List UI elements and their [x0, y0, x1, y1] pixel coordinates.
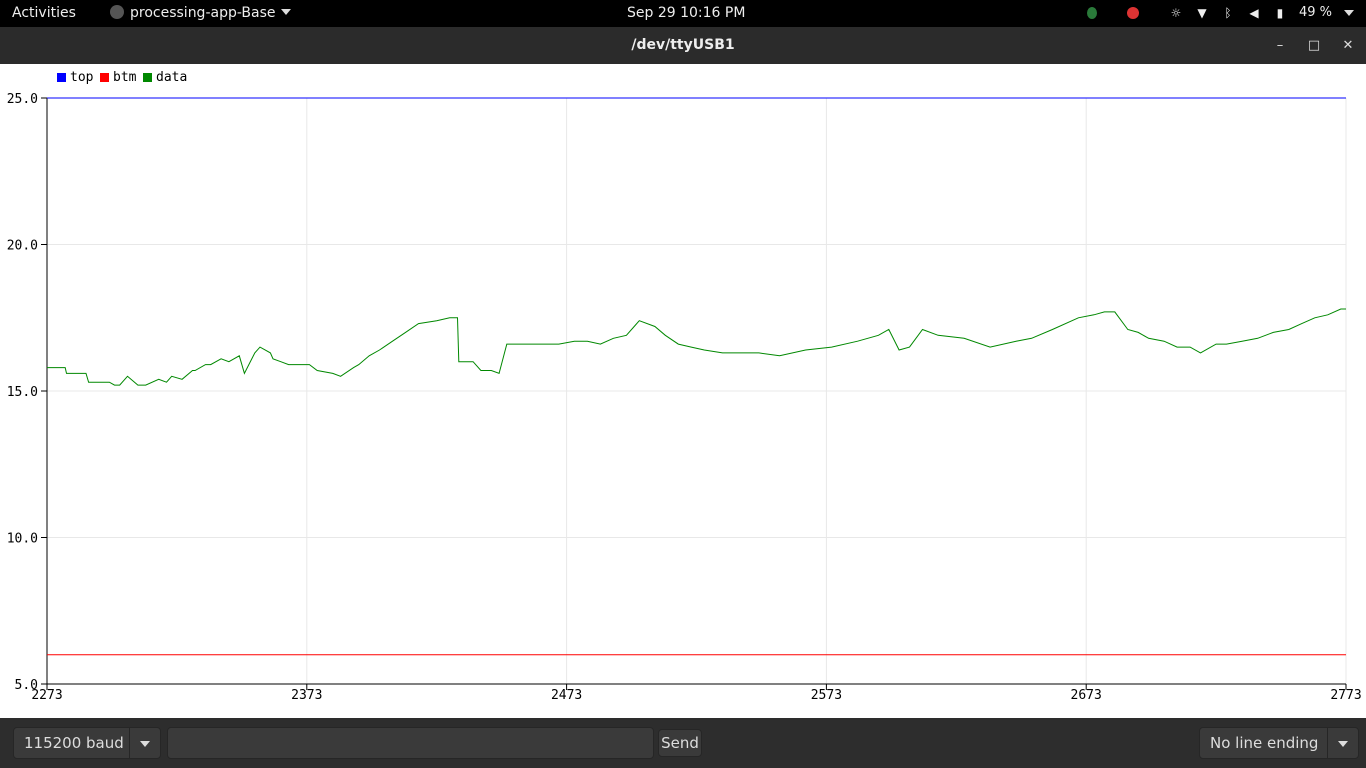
- x-tick-label: 2773: [1330, 688, 1361, 703]
- x-tick-label: 2573: [811, 688, 842, 703]
- maximize-icon[interactable]: □: [1307, 38, 1321, 53]
- chevron-down-icon: [140, 741, 150, 747]
- baud-value: 115200 baud: [24, 734, 124, 752]
- battery-icon[interactable]: ▮: [1276, 5, 1284, 20]
- series-line-data: [47, 308, 1346, 386]
- x-tick-label: 2373: [291, 688, 322, 703]
- serial-plotter: 2273 2373 2473 2573 2673 2773 25.0 20.0 15.0 10.0…: [0, 64, 1366, 718]
- status-app-icon[interactable]: [1086, 6, 1097, 19]
- legend-swatch-btm: [100, 73, 109, 82]
- wifi-icon[interactable]: ▼: [1197, 5, 1207, 20]
- minimize-icon[interactable]: –: [1276, 38, 1284, 53]
- chevron-down-icon[interactable]: [1344, 9, 1354, 16]
- clock[interactable]: Sep 29 10:16 PM: [627, 5, 746, 21]
- chevron-down-icon: [280, 9, 291, 15]
- bluetooth-icon[interactable]: ᛒ: [1224, 5, 1232, 20]
- line-ending-select[interactable]: No line ending: [1199, 727, 1359, 759]
- battery-percent: 49 %: [1298, 5, 1332, 20]
- system-tray[interactable]: ☼ ▼ ᛒ ◀ ▮ 49 %: [1086, 5, 1354, 20]
- window-title: /dev/ttyUSB1: [631, 37, 735, 53]
- y-tick-label: 5.0: [15, 678, 38, 693]
- select-divider: [1327, 728, 1328, 758]
- volume-icon[interactable]: ◀: [1249, 5, 1259, 20]
- legend-swatch-top: [57, 73, 66, 82]
- legend-label-btm: btm: [113, 70, 137, 85]
- activities-button[interactable]: Activities: [12, 5, 76, 21]
- line-ending-value: No line ending: [1210, 734, 1319, 752]
- legend-swatch-data: [143, 73, 152, 82]
- legend-label-data: data: [156, 70, 187, 85]
- app-menu[interactable]: processing-app-Base: [110, 5, 291, 21]
- system-topbar: Activities processing-app-Base Sep 29 10…: [0, 0, 1366, 27]
- baud-select[interactable]: 115200 baud: [13, 727, 161, 759]
- app-name: processing-app-Base: [130, 5, 276, 21]
- plotter-controls: 115200 baud Send No line ending: [0, 718, 1366, 768]
- close-icon[interactable]: ✕: [1342, 38, 1354, 53]
- send-button[interactable]: Send: [658, 729, 702, 757]
- chrome-icon[interactable]: [1126, 6, 1139, 19]
- legend-label-top: top: [70, 70, 94, 85]
- message-input[interactable]: [167, 727, 654, 759]
- app-icon: [110, 5, 124, 19]
- y-tick-label: 25.0: [7, 92, 38, 107]
- x-tick-label: 2273: [31, 688, 62, 703]
- y-tick-label: 10.0: [7, 532, 38, 547]
- select-divider: [129, 728, 130, 758]
- plot-area: 2273 2373 2473 2573 2673 2773 25.0 20.0 15.0 10.0…: [7, 70, 1362, 703]
- y-tick-label: 20.0: [7, 239, 38, 254]
- brightness-icon[interactable]: ☼: [1170, 5, 1182, 20]
- x-tick-label: 2473: [551, 688, 582, 703]
- y-tick-label: 15.0: [7, 385, 38, 400]
- window-titlebar[interactable]: /dev/ttyUSB1 – □ ✕: [0, 27, 1366, 65]
- x-tick-label: 2673: [1071, 688, 1102, 703]
- chevron-down-icon: [1338, 741, 1348, 747]
